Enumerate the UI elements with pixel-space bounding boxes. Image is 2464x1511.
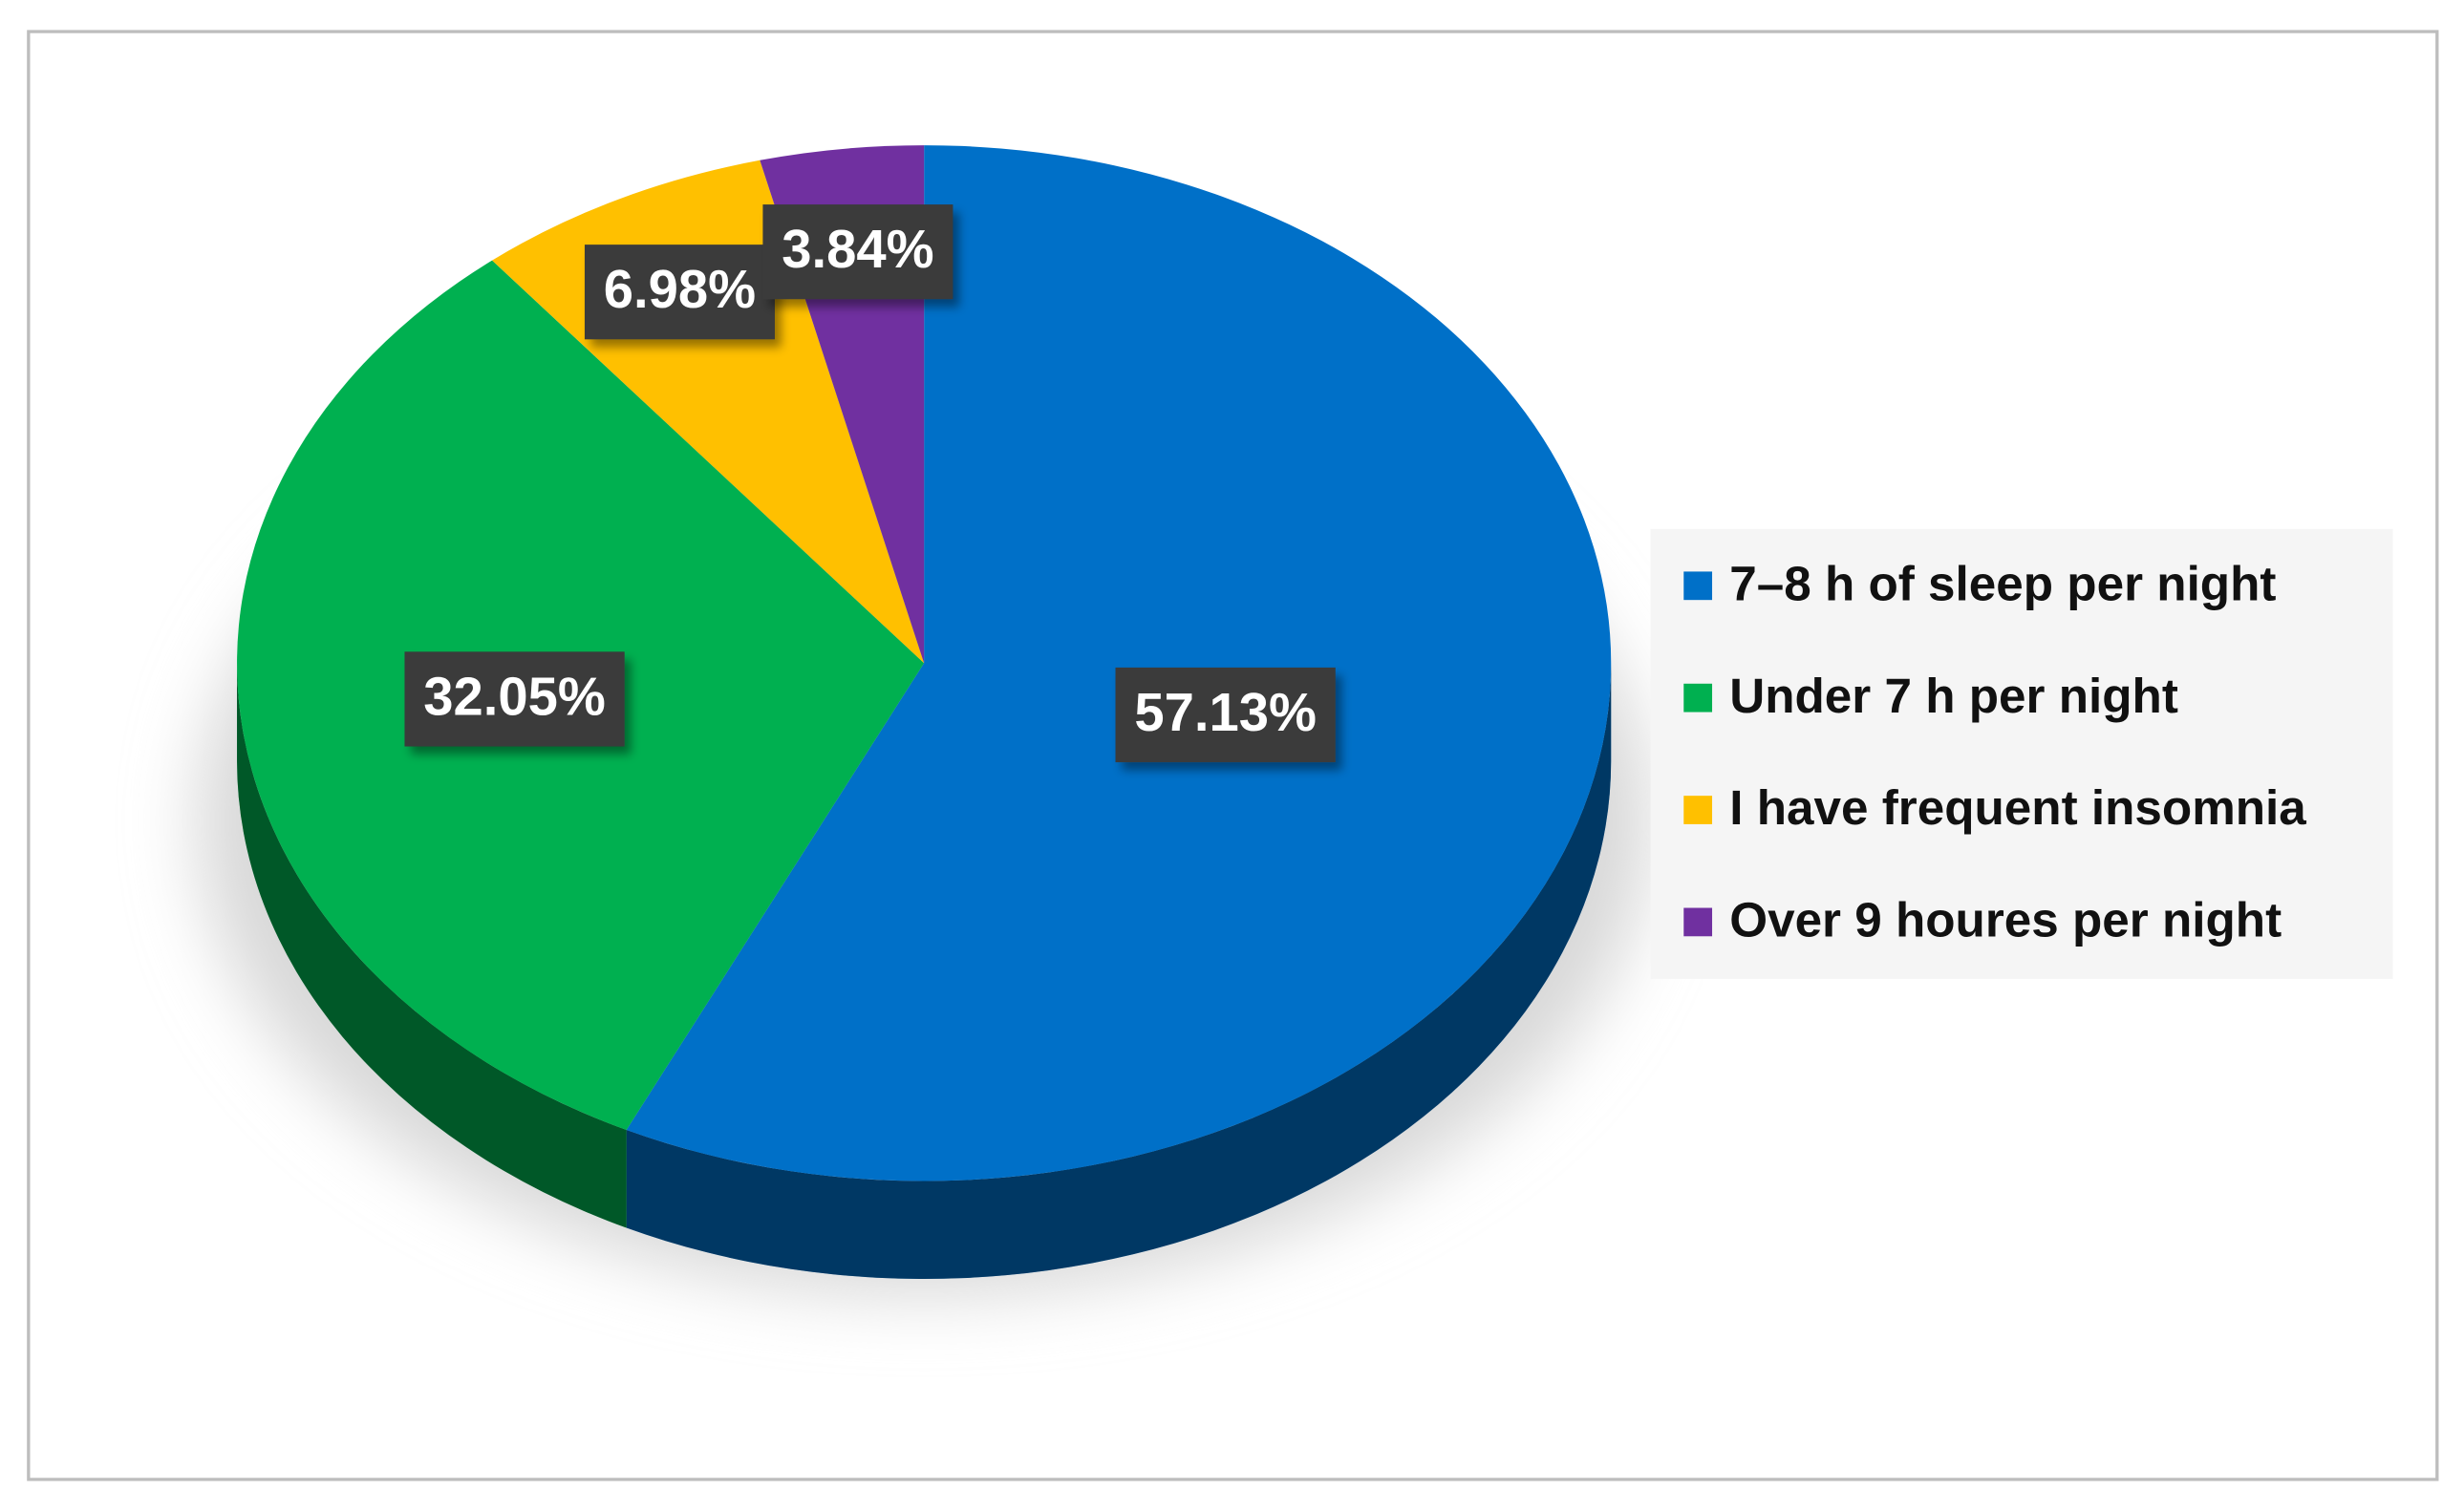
data-label: 3.84% xyxy=(762,204,953,300)
pie-sides xyxy=(237,663,1612,1279)
legend-swatch xyxy=(1683,683,1713,713)
data-label-text: 32.05% xyxy=(423,666,606,726)
data-label-box xyxy=(1115,667,1336,763)
legend-swatch xyxy=(1683,796,1713,824)
data-labels: 57.13% 32.05% 6.98% 3.84% xyxy=(404,204,1336,763)
data-label: 32.05% xyxy=(404,651,625,747)
data-label-text: 57.13% xyxy=(1134,682,1317,742)
legend-label: I have frequent insomnia xyxy=(1729,780,2306,835)
pie-slice xyxy=(626,145,1612,1181)
slice-side-shade xyxy=(626,663,1612,1279)
legend-swatch xyxy=(1683,907,1713,937)
legend-label: Over 9 houres per night xyxy=(1729,893,2282,947)
data-label: 6.98% xyxy=(584,245,775,340)
data-label-text: 6.98% xyxy=(604,259,756,319)
legend-label: 7–8 h of sleep per night xyxy=(1729,556,2276,610)
data-label: 57.13% xyxy=(1115,667,1336,763)
legend: 7–8 h of sleep per night Under 7 h per ni… xyxy=(1683,556,2306,947)
data-label-box xyxy=(762,204,953,300)
legend-swatch xyxy=(1683,571,1713,601)
data-label-text: 3.84% xyxy=(782,219,933,279)
data-label-box xyxy=(404,651,625,747)
slice-side-shade xyxy=(237,663,627,1228)
data-label-box xyxy=(584,245,775,340)
legend-label: Under 7 h per night xyxy=(1729,669,2178,723)
legend-box xyxy=(1650,528,2393,979)
